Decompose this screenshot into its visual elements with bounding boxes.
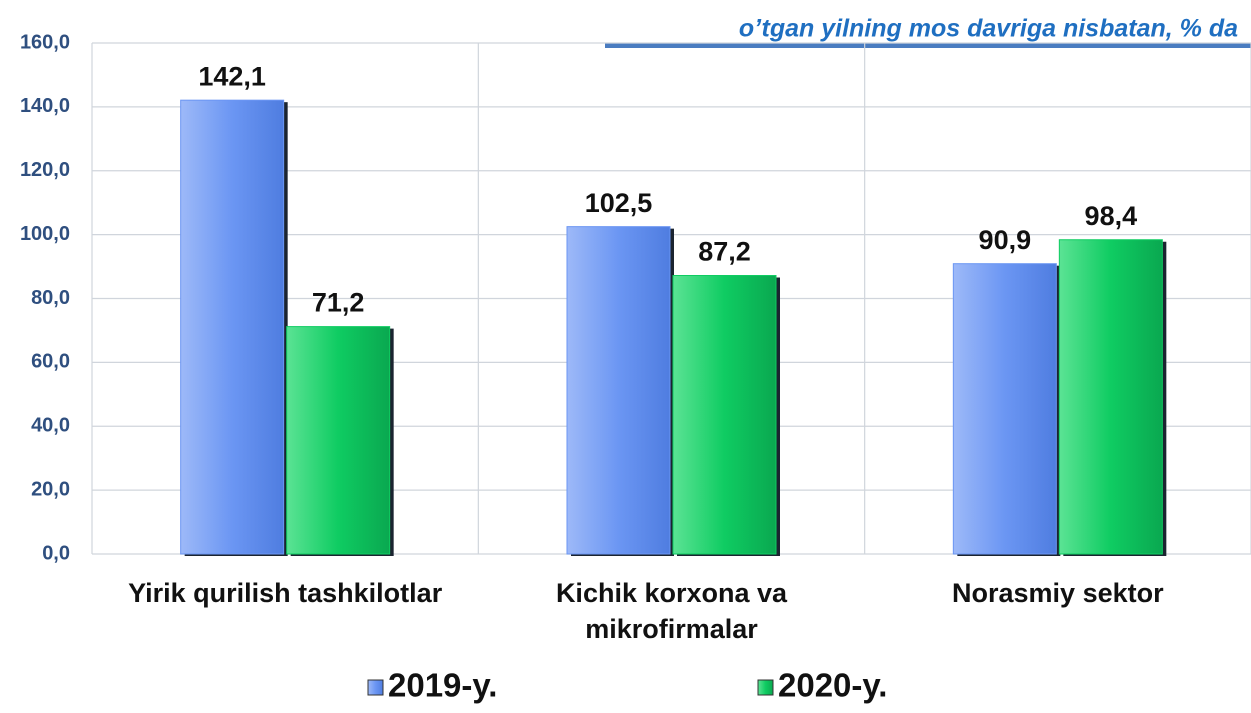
legend-label: 2019-y. [388,667,497,704]
value-label: 90,9 [979,225,1032,255]
y-tick-label: 160,0 [20,31,70,53]
subtitle: o’tgan yilning mos davriga nisbatan, % d… [739,15,1238,43]
legend-swatch [757,679,774,696]
x-tick-label: Yirik qurilish tashkilotlar [128,578,443,608]
legend-label: 2020-y. [778,667,887,704]
y-tick-label: 120,0 [20,159,70,181]
y-tick-label: 80,0 [31,287,70,309]
bar [672,275,777,555]
subtitle-underline [605,43,1251,48]
y-tick-label: 20,0 [31,478,70,500]
bar [1058,239,1163,555]
y-tick-label: 40,0 [31,415,70,437]
value-label: 98,4 [1085,201,1138,231]
y-tick-label: 100,0 [20,223,70,245]
y-tick-label: 140,0 [20,95,70,117]
value-label: 87,2 [698,237,751,267]
bar [286,326,391,555]
legend-swatch [367,679,384,696]
bar [566,226,671,555]
x-tick-label: Norasmiy sektor [952,578,1164,608]
value-label: 71,2 [312,288,365,318]
x-tick-label: Kichik korxona va mikrofirmalar [555,578,788,644]
bar [180,99,285,555]
value-label: 102,5 [585,188,653,218]
y-tick-label: 60,0 [31,351,70,373]
value-label: 142,1 [198,61,266,91]
y-tick-label: 0,0 [42,542,70,564]
bar [952,263,1057,555]
